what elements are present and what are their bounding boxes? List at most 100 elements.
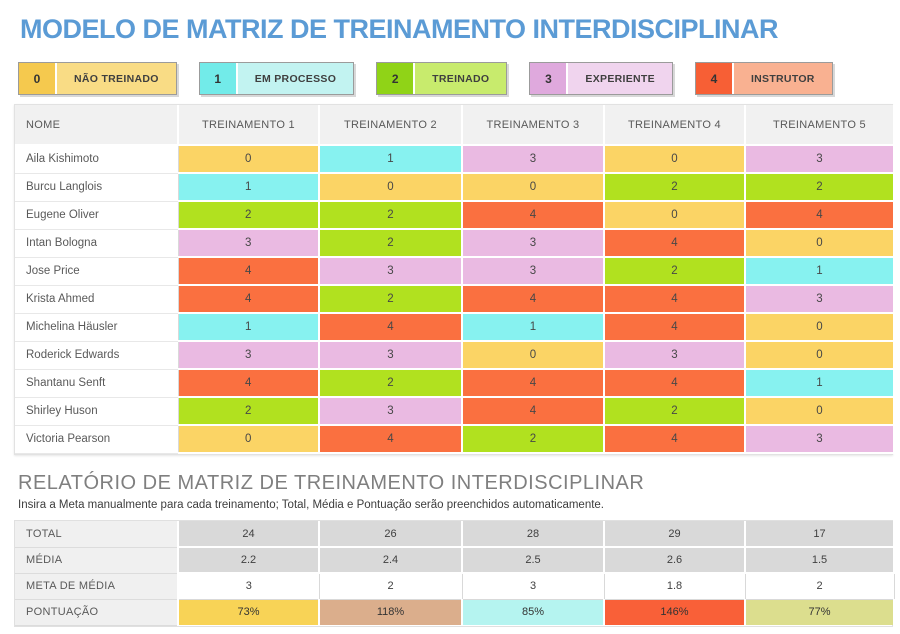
summary-value-cell[interactable]: 3 [178, 573, 320, 600]
employee-name-cell[interactable]: Michelina Häusler [15, 313, 179, 342]
score-cell[interactable]: 1 [745, 257, 895, 286]
legend-item: 0 NÃO TREINADO [18, 62, 177, 95]
employee-name-cell[interactable]: Jose Price [15, 257, 179, 286]
report-summary-table: TOTAL 24 26 28 29 17 MÉDIA 2.2 2.4 2.5 2.6 1.5 META … [14, 520, 895, 627]
score-cell[interactable]: 4 [604, 425, 746, 454]
legend-item: 1 EM PROCESSO [198, 62, 355, 95]
score-cell[interactable]: 2 [178, 397, 320, 426]
employee-name-cell[interactable]: Eugene Oliver [15, 201, 179, 230]
score-cell[interactable]: 0 [745, 341, 895, 370]
matrix-row: Eugene Oliver 2 2 4 0 4 [15, 201, 895, 230]
summary-value-cell[interactable]: 2 [319, 573, 463, 600]
score-cell[interactable]: 1 [745, 369, 895, 398]
score-cell[interactable]: 3 [178, 341, 320, 370]
score-cell[interactable]: 0 [178, 425, 320, 454]
score-cell[interactable]: 4 [462, 285, 605, 314]
score-cell[interactable]: 4 [319, 313, 463, 342]
legend-score-swatch: 4 [695, 63, 734, 94]
score-cell[interactable]: 3 [604, 341, 746, 370]
score-cell[interactable]: 2 [604, 257, 746, 286]
score-cell[interactable]: 4 [462, 369, 605, 398]
matrix-row: Jose Price 4 3 3 2 1 [15, 257, 895, 286]
employee-name-cell[interactable]: Burcu Langlois [15, 173, 179, 202]
score-cell[interactable]: 4 [178, 285, 320, 314]
score-cell[interactable]: 2 [319, 229, 463, 258]
score-cell[interactable]: 3 [319, 257, 463, 286]
score-cell[interactable]: 0 [462, 173, 605, 202]
legend-item: 3 EXPERIENTE [529, 62, 673, 95]
legend-score-swatch: 2 [377, 63, 416, 94]
score-cell[interactable]: 0 [178, 145, 320, 174]
summary-value-cell[interactable]: 3 [462, 573, 605, 600]
score-cell[interactable]: 4 [604, 285, 746, 314]
score-cell[interactable]: 2 [319, 201, 463, 230]
summary-value-cell[interactable]: 2 [745, 573, 895, 600]
employee-name-cell[interactable]: Roderick Edwards [15, 341, 179, 370]
legend-item-label: NÃO TREINADO [57, 63, 176, 94]
score-cell[interactable]: 4 [604, 313, 746, 342]
summary-value-cell: 73% [178, 598, 320, 625]
employee-name-cell[interactable]: Intan Bologna [15, 229, 179, 258]
score-cell[interactable]: 3 [745, 425, 895, 454]
score-cell[interactable]: 2 [745, 173, 895, 202]
legend-item-label: EXPERIENTE [568, 63, 672, 94]
score-cell[interactable]: 1 [319, 145, 463, 174]
score-cell[interactable]: 1 [178, 313, 320, 342]
column-header-treinamento-2: TREINAMENTO 2 [319, 105, 463, 146]
score-cell[interactable]: 4 [178, 369, 320, 398]
score-cell[interactable]: 0 [745, 229, 895, 258]
score-cell[interactable]: 3 [745, 145, 895, 174]
score-cell[interactable]: 4 [745, 201, 895, 230]
score-cell[interactable]: 3 [319, 341, 463, 370]
legend-item-label: INSTRUTOR [733, 63, 832, 94]
summary-value-cell: 2.5 [462, 547, 605, 574]
score-cell[interactable]: 2 [604, 397, 746, 426]
score-cell[interactable]: 0 [604, 145, 746, 174]
column-header-treinamento-5: TREINAMENTO 5 [745, 105, 895, 146]
summary-value-cell[interactable]: 1.8 [604, 573, 746, 600]
report-subtitle: Insira a Meta manualmente para cada trei… [18, 499, 604, 511]
score-cell[interactable]: 3 [462, 229, 605, 258]
summary-value-cell: 24 [178, 521, 320, 548]
score-cell[interactable]: 2 [319, 369, 463, 398]
employee-name-cell[interactable]: Shantanu Senft [15, 369, 179, 398]
score-cell[interactable]: 2 [462, 425, 605, 454]
score-cell[interactable]: 0 [745, 397, 895, 426]
score-cell[interactable]: 3 [178, 229, 320, 258]
summary-row: TOTAL 24 26 28 29 17 [15, 521, 895, 548]
score-cell[interactable]: 3 [462, 145, 605, 174]
employee-name-cell[interactable]: Shirley Huson [15, 397, 179, 426]
matrix-row: Aila Kishimoto 0 1 3 0 3 [15, 145, 895, 174]
employee-name-cell[interactable]: Victoria Pearson [15, 425, 179, 454]
score-cell[interactable]: 4 [319, 425, 463, 454]
column-header-treinamento-4: TREINAMENTO 4 [604, 105, 746, 146]
matrix-row: Krista Ahmed 4 2 4 4 3 [15, 285, 895, 314]
score-cell[interactable]: 2 [604, 173, 746, 202]
score-cell[interactable]: 4 [462, 397, 605, 426]
employee-name-cell[interactable]: Krista Ahmed [15, 285, 179, 314]
summary-row: PONTUAÇÃO 73% 118% 85% 146% 77% [15, 598, 895, 626]
employee-name-cell[interactable]: Aila Kishimoto [15, 145, 179, 174]
score-cell[interactable]: 4 [462, 201, 605, 230]
score-cell[interactable]: 2 [319, 285, 463, 314]
legend-score-swatch: 0 [19, 63, 57, 94]
score-cell[interactable]: 0 [319, 173, 463, 202]
score-cell[interactable]: 3 [745, 285, 895, 314]
score-cell[interactable]: 4 [604, 229, 746, 258]
summary-value-cell: 29 [604, 521, 746, 548]
score-cell[interactable]: 4 [178, 257, 320, 286]
score-cell[interactable]: 1 [178, 173, 320, 202]
score-cell[interactable]: 1 [462, 313, 605, 342]
score-cell[interactable]: 0 [745, 313, 895, 342]
legend-score-swatch: 1 [199, 63, 238, 94]
matrix-row: Shantanu Senft 4 2 4 4 1 [15, 369, 895, 398]
score-cell[interactable]: 3 [319, 397, 463, 426]
score-cell[interactable]: 0 [604, 201, 746, 230]
score-cell[interactable]: 3 [462, 257, 605, 286]
score-cell[interactable]: 0 [462, 341, 605, 370]
score-cell[interactable]: 2 [178, 201, 320, 230]
summary-row-label: META DE MÉDIA [15, 573, 179, 600]
summary-value-cell: 2.6 [604, 547, 746, 574]
score-cell[interactable]: 4 [604, 369, 746, 398]
